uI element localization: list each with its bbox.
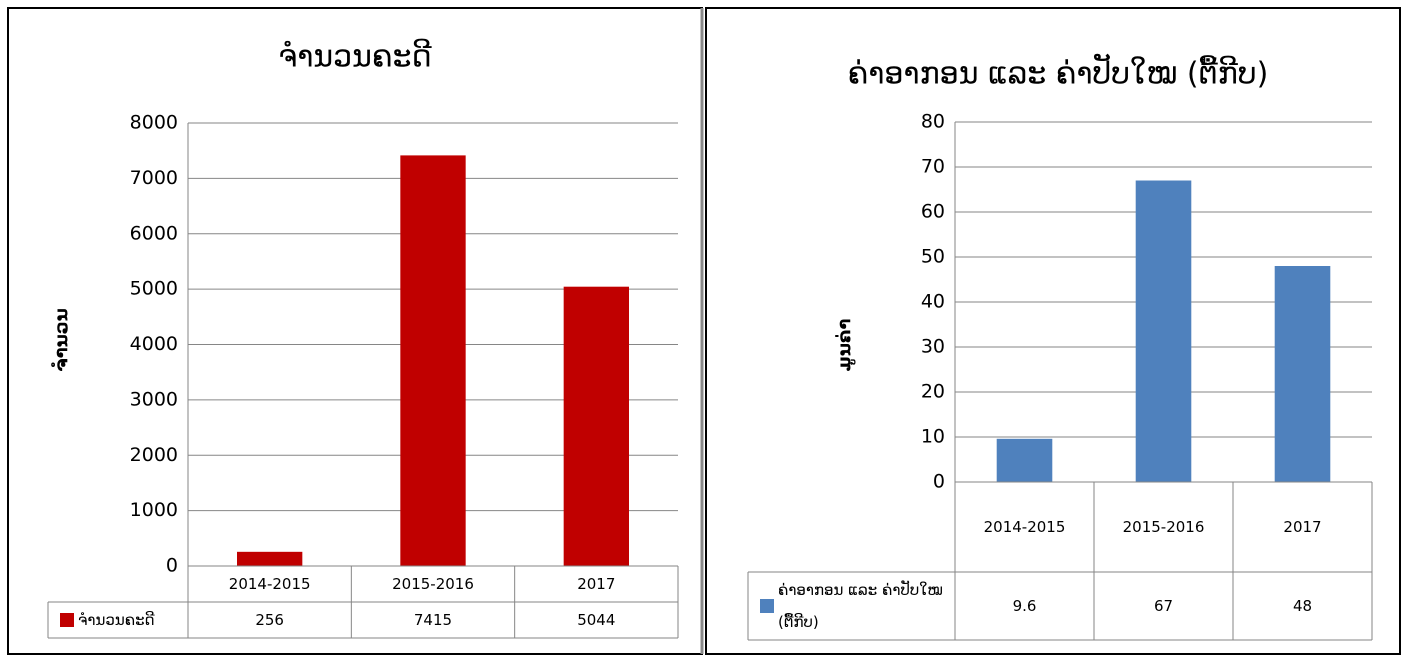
x-tick-label: 2015-2016	[392, 575, 474, 593]
x-tick-label: 2014-2015	[228, 575, 311, 593]
chart-title: ຄ່າອາກອນ ແລະ ຄ່າປັບໃໝ (ຕື້ກີບ)	[848, 53, 1269, 91]
x-tick-label: 2015-2016	[1122, 518, 1205, 536]
y-axis-label: ຈຳນວນ	[51, 308, 72, 371]
y-tick-label: 7000	[130, 167, 178, 189]
table-value-box: 67	[1153, 597, 1174, 615]
table-value-box: 5044	[577, 611, 616, 629]
legend-swatch	[60, 613, 74, 627]
bar	[563, 286, 629, 566]
y-axis-label: ມູນຄ່າ	[834, 319, 856, 372]
bar	[237, 551, 303, 566]
table-value: 67	[1153, 597, 1174, 615]
y-tick-label: 10	[921, 426, 945, 448]
y-tick-label: 60	[921, 201, 945, 223]
legend-label: ຈຳນວນຄະດີ	[78, 611, 155, 629]
y-tick-label: 3000	[130, 388, 178, 410]
table-value: 48	[1292, 597, 1313, 615]
table-value: 5044	[577, 611, 616, 629]
y-tick-label: 80	[921, 111, 945, 133]
y-tick-label: 30	[921, 336, 945, 358]
y-tick-label: 0	[166, 555, 178, 577]
x-tick-label: 2014-2015	[983, 518, 1066, 536]
x-tick-label-box: 2015-2016	[392, 575, 474, 593]
table-value-box: 7415	[413, 611, 453, 629]
bar	[1274, 266, 1331, 482]
table-value: 9.6	[1012, 597, 1037, 615]
x-tick-label: 2017	[577, 575, 616, 593]
table-value-box: 48	[1292, 597, 1313, 615]
y-tick-label: 0	[933, 471, 945, 493]
x-tick-label: 2017	[1283, 518, 1322, 536]
panel-border	[705, 7, 1401, 655]
bar	[1135, 180, 1192, 482]
y-tick-label: 50	[921, 246, 945, 268]
table-value-box: 256	[255, 611, 284, 629]
legend-label-box: ຄ່າອາກອນ ແລະ ຄ່າປັບໃໝ (ຕື້ກີບ)	[778, 581, 943, 631]
x-tick-label-box: 2014-2015	[228, 575, 311, 593]
bar	[400, 155, 466, 566]
x-tick-label-box: 2014-2015	[983, 518, 1066, 536]
table-value: 7415	[413, 611, 453, 629]
legend-label-box: ຈຳນວນຄະດີ	[78, 611, 155, 629]
table-value-box: 9.6	[1012, 597, 1037, 615]
legend-label: ຄ່າອາກອນ ແລະ ຄ່າປັບໃໝ (ຕື້ກີບ)	[778, 581, 943, 631]
x-tick-label-box: 2015-2016	[1122, 518, 1205, 536]
y-tick-label: 70	[921, 156, 945, 178]
x-tick-label-box: 2017	[577, 575, 616, 593]
y-tick-label: 5000	[130, 278, 178, 300]
y-tick-label: 1000	[130, 499, 178, 521]
y-tick-label: 20	[921, 381, 945, 403]
y-tick-label: 2000	[130, 444, 178, 466]
y-tick-label: 6000	[130, 222, 178, 244]
bar	[996, 438, 1053, 482]
x-tick-label-box: 2017	[1283, 518, 1322, 536]
chart-title: ຈຳນວນຄະດີ	[278, 38, 431, 74]
y-tick-label: 40	[921, 291, 945, 313]
y-tick-label: 8000	[130, 112, 178, 134]
y-tick-label: 4000	[130, 333, 178, 355]
table-value: 256	[255, 611, 284, 629]
legend-swatch	[760, 599, 774, 613]
